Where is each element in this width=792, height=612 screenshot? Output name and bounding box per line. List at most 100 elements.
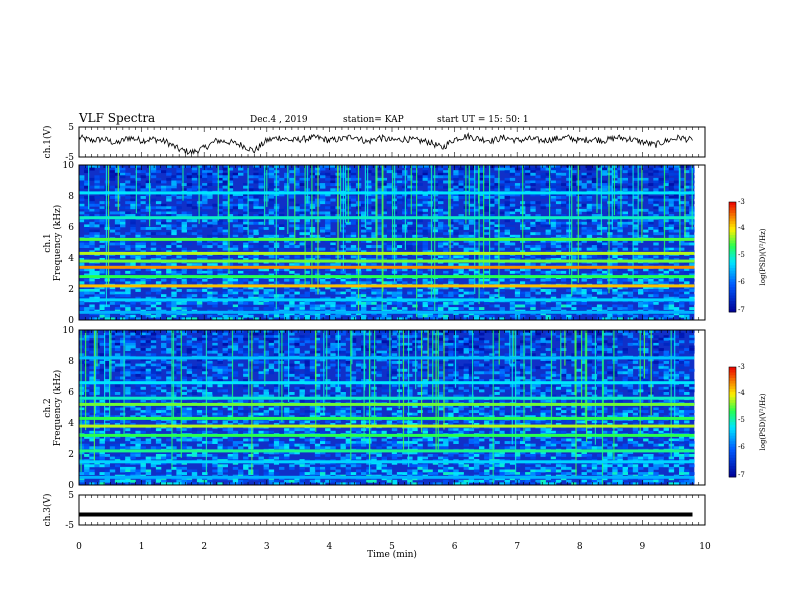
spectro-cell bbox=[207, 268, 213, 272]
spectro-cell bbox=[509, 227, 516, 230]
spectro-cell bbox=[602, 167, 608, 171]
spectro-cell bbox=[586, 229, 593, 233]
spectro-cell bbox=[227, 337, 234, 341]
spectro-cell bbox=[514, 361, 521, 364]
spectro-cell bbox=[679, 289, 685, 292]
spectro-cell bbox=[366, 214, 372, 217]
spectro-cell bbox=[648, 294, 654, 298]
spectro-cell bbox=[602, 340, 608, 344]
spectro-sferic bbox=[637, 165, 639, 239]
spectro-cell bbox=[217, 188, 223, 192]
spectro-cell bbox=[602, 348, 608, 351]
spectro-cell bbox=[689, 337, 695, 341]
spectro-cell bbox=[514, 294, 521, 298]
spectro-cell bbox=[602, 185, 608, 189]
spectro-cell bbox=[473, 198, 480, 202]
spectro-cell bbox=[602, 270, 608, 274]
spectro-cell bbox=[653, 196, 659, 199]
spectro-cell bbox=[248, 337, 254, 341]
spectro-cell bbox=[396, 258, 403, 261]
spectro-cell bbox=[217, 294, 223, 298]
spectro-cell bbox=[258, 180, 264, 184]
spectro-cell bbox=[586, 196, 593, 199]
spectro-cell bbox=[217, 219, 223, 223]
spectro-cell bbox=[299, 301, 305, 305]
spectro-cell bbox=[581, 335, 587, 339]
spectro-cell bbox=[417, 203, 423, 207]
spectro-cell bbox=[473, 345, 480, 349]
spectro-cell bbox=[684, 180, 690, 184]
spectro-cell bbox=[448, 232, 454, 236]
spectro-cell bbox=[679, 188, 685, 192]
spectro-cell bbox=[381, 180, 387, 184]
spectro-cell bbox=[663, 208, 669, 212]
spectro-cell bbox=[463, 232, 469, 236]
spectro-cell bbox=[443, 353, 449, 357]
spectro-cell bbox=[627, 342, 634, 346]
spectro-cell bbox=[145, 206, 152, 210]
spectro-sferic bbox=[416, 165, 418, 317]
spectro-cell bbox=[109, 239, 116, 243]
spectro-cell bbox=[289, 348, 295, 351]
spectro-cell bbox=[171, 278, 177, 282]
spectro-cell bbox=[258, 301, 264, 305]
spectro-cell bbox=[504, 211, 510, 215]
spectro-cell bbox=[591, 203, 598, 207]
spectro-cell bbox=[545, 224, 551, 228]
spectro-cell bbox=[366, 208, 372, 212]
spectro-cell bbox=[104, 188, 110, 192]
spectro-cell bbox=[181, 177, 187, 181]
spectro-cell bbox=[468, 296, 475, 300]
spectro-cell bbox=[581, 301, 587, 305]
spectro-cell bbox=[422, 229, 428, 233]
spectro-cell bbox=[638, 180, 644, 184]
spectro-cell bbox=[202, 258, 208, 261]
spectro-cell bbox=[504, 234, 510, 238]
spectro-cell bbox=[202, 294, 208, 298]
spectro-cell bbox=[253, 198, 259, 202]
spectro-cell bbox=[109, 348, 116, 351]
spectro-cell bbox=[576, 221, 582, 225]
spectro-cell bbox=[586, 247, 593, 251]
colorbar-swatch bbox=[729, 303, 736, 307]
spectro-cell bbox=[207, 234, 213, 238]
spectro-cell bbox=[171, 286, 177, 290]
spectro-cell bbox=[468, 278, 475, 282]
spectro-cell bbox=[530, 307, 536, 310]
spectro-cell bbox=[330, 304, 336, 308]
spectro-cell bbox=[376, 224, 382, 228]
spectro-cell bbox=[571, 353, 577, 357]
spectro-cell bbox=[304, 229, 310, 233]
spectro-cell bbox=[140, 234, 146, 238]
spectro-cell bbox=[161, 185, 167, 189]
spectro-cell bbox=[504, 242, 510, 246]
spectro-cell bbox=[663, 289, 669, 292]
spectro-cell bbox=[561, 332, 567, 336]
spectro-cell bbox=[330, 180, 336, 184]
spectro-cell bbox=[607, 185, 613, 189]
spectro-cell bbox=[114, 353, 121, 357]
spectro-cell bbox=[463, 270, 469, 274]
spectro-cell bbox=[668, 172, 675, 176]
spectro-cell bbox=[540, 224, 546, 228]
spectro-cell bbox=[120, 286, 126, 290]
spectro-cell bbox=[555, 245, 562, 248]
spectro-cell bbox=[202, 239, 208, 243]
spectro-cell bbox=[330, 307, 336, 310]
spectro-cell bbox=[596, 214, 603, 217]
spectro-cell bbox=[463, 301, 469, 305]
spectro-cell bbox=[114, 239, 121, 243]
spectro-cell bbox=[181, 342, 187, 346]
spectro-cell bbox=[443, 247, 449, 251]
spectro-cell bbox=[535, 180, 541, 184]
spectro-cell bbox=[617, 286, 623, 290]
spectro-cell bbox=[550, 170, 557, 174]
spectro-cell bbox=[571, 278, 577, 282]
spectro-cell bbox=[438, 342, 444, 346]
spectro-cell bbox=[509, 211, 516, 215]
spectro-cell bbox=[473, 255, 480, 259]
spectro-cell bbox=[525, 172, 531, 176]
spectro-cell bbox=[586, 227, 593, 230]
spectro-cell bbox=[514, 183, 521, 186]
spectro-cell bbox=[227, 350, 234, 354]
